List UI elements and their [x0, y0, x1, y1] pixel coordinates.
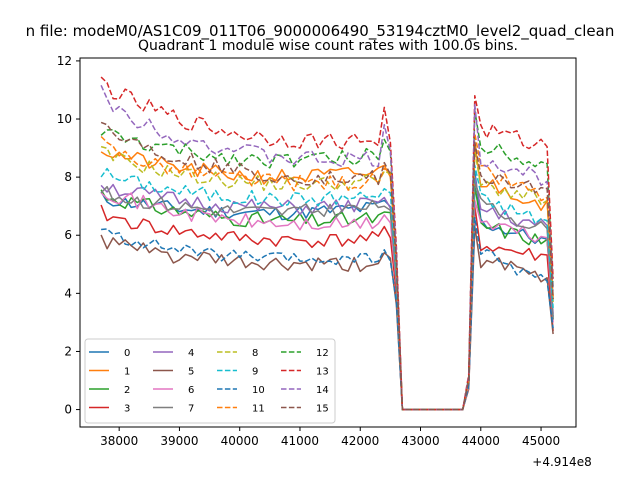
- axis-ticks: 38000 39000 40000 41000 42000 43000 44000 45000…: [57, 54, 560, 448]
- series-line-4: [100, 176, 554, 411]
- y-tick-label: 2: [64, 344, 72, 358]
- x-offset-label: +4.914e8: [532, 455, 591, 469]
- legend-label-15: 15: [316, 404, 329, 415]
- series-line-11: [100, 132, 554, 411]
- plot-area: [100, 76, 554, 411]
- series-line-5: [100, 225, 554, 411]
- series-line-10: [101, 217, 554, 411]
- series-line-8: [100, 145, 554, 411]
- x-tick-label: 38000: [100, 434, 138, 448]
- legend-label-14: 14: [316, 385, 329, 396]
- legend-label-4: 4: [188, 348, 194, 359]
- y-tick-label: 8: [64, 170, 72, 184]
- x-tick-label: 45000: [522, 434, 560, 448]
- series-line-14: [100, 84, 554, 411]
- legend-box: [84, 338, 336, 424]
- legend-label-11: 11: [252, 404, 265, 415]
- x-tick-label: 42000: [341, 434, 379, 448]
- y-tick-label: 12: [57, 54, 72, 68]
- legend-label-5: 5: [188, 367, 194, 378]
- legend-label-10: 10: [252, 385, 265, 396]
- legend-label-6: 6: [188, 385, 194, 396]
- x-tick-label: 43000: [401, 434, 439, 448]
- legend-label-3: 3: [124, 404, 130, 415]
- series-line-12: [100, 109, 554, 411]
- x-tick-label: 39000: [160, 434, 198, 448]
- x-tick-label: 40000: [221, 434, 259, 448]
- legend-label-9: 9: [252, 367, 258, 378]
- series-line-1: [100, 141, 554, 411]
- chart-title: Quadrant 1 module wise count rates with …: [138, 38, 518, 54]
- axes-frame: [79, 57, 577, 428]
- legend-label-2: 2: [124, 385, 130, 396]
- figure-suptitle: n file: modeM0/AS1C09_011T06_9000006490_…: [26, 22, 615, 41]
- legend-label-7: 7: [188, 404, 194, 415]
- series-line-13: [100, 76, 554, 411]
- legend-label-12: 12: [316, 348, 329, 359]
- y-tick-label: 6: [64, 228, 72, 242]
- legend-label-13: 13: [316, 367, 329, 378]
- y-tick-label: 4: [64, 286, 72, 300]
- y-tick-label: 10: [57, 112, 72, 126]
- x-tick-label: 44000: [462, 434, 500, 448]
- legend-label-8: 8: [252, 348, 258, 359]
- series-line-6: [100, 192, 554, 411]
- x-tick-label: 41000: [281, 434, 319, 448]
- y-tick-label: 0: [64, 403, 72, 417]
- series-line-9: [100, 164, 554, 411]
- series-line-3: [100, 204, 554, 411]
- series-line-7: [100, 182, 554, 411]
- series-line-15: [100, 121, 554, 411]
- legend-label-0: 0: [124, 348, 130, 359]
- legend-label-1: 1: [124, 367, 130, 378]
